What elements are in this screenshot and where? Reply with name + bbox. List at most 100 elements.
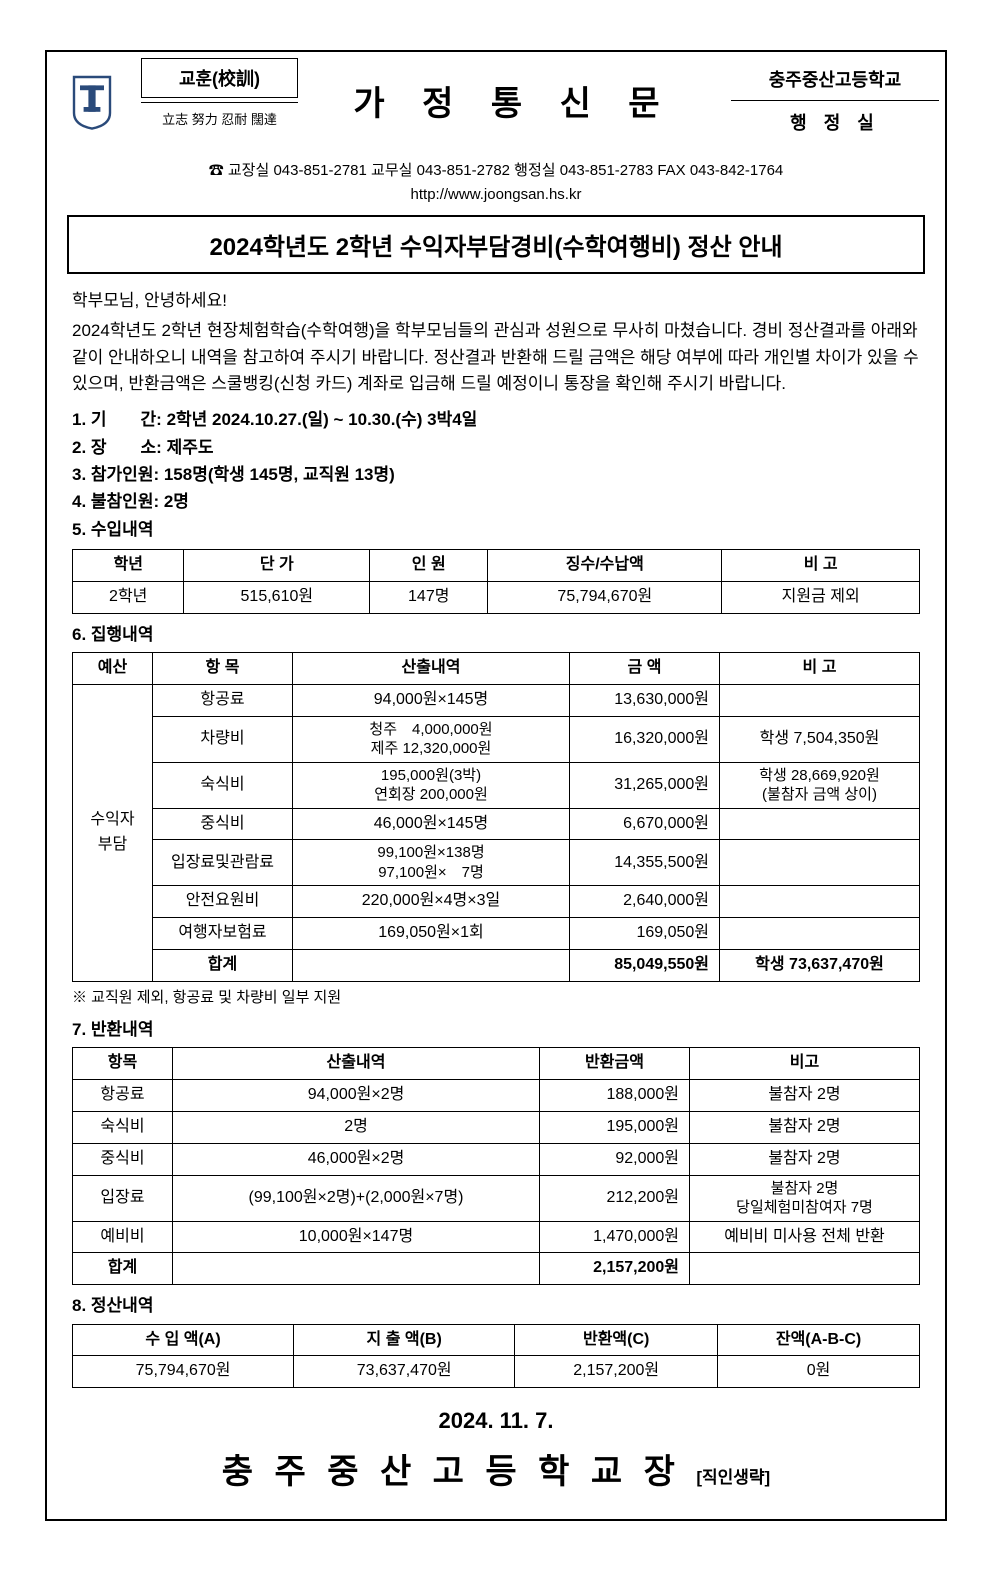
td: 46,000원×2명 <box>173 1143 540 1175</box>
th: 예산 <box>73 653 153 685</box>
td: 2,157,200원 <box>515 1356 718 1388</box>
td: 2명 <box>173 1112 540 1144</box>
school-logo <box>47 52 137 149</box>
body: 학부모님, 안녕하세요! 2024학년도 2학년 현장체험학습(수학여행)을 학… <box>47 288 945 1499</box>
td: 195,000원(3박) 연회장 200,000원 <box>293 762 570 808</box>
td: 항공료 <box>73 1080 173 1112</box>
td: 0원 <box>718 1356 920 1388</box>
td <box>293 950 570 982</box>
td: 92,000원 <box>540 1143 690 1175</box>
td: 2학년 <box>73 581 184 613</box>
td-total-amt: 85,049,550원 <box>570 950 720 982</box>
th: 잔액(A-B-C) <box>718 1324 920 1356</box>
section8-label: 8. 정산내역 <box>72 1293 920 1319</box>
main-title: 2024학년도 2학년 수익자부담경비(수학여행비) 정산 안내 <box>67 215 925 274</box>
td: 입장료및관람료 <box>153 840 293 886</box>
td <box>720 918 920 950</box>
document-border: 교훈(校訓) 立志 努力 忍耐 闊達 가 정 통 신 문 충주중산고등학교 행 … <box>45 50 947 1521</box>
td <box>720 886 920 918</box>
header-row: 교훈(校訓) 立志 努力 忍耐 闊達 가 정 통 신 문 충주중산고등학교 행 … <box>47 52 945 149</box>
item-period: 1. 기 간: 2학년 2024.10.27.(일) ~ 10.30.(수) 3… <box>72 407 920 433</box>
th: 지 출 액(B) <box>294 1324 515 1356</box>
td: 147명 <box>370 581 488 613</box>
th: 항목 <box>73 1048 173 1080</box>
th: 산출내역 <box>173 1048 540 1080</box>
th: 비고 <box>690 1048 920 1080</box>
td: 169,050원 <box>570 918 720 950</box>
settlement-table: 수 입 액(A) 지 출 액(B) 반환액(C) 잔액(A-B-C) 75,79… <box>72 1324 920 1389</box>
item-place: 2. 장 소: 제주도 <box>72 435 920 461</box>
td: 항공료 <box>153 684 293 716</box>
td: 73,637,470원 <box>294 1356 515 1388</box>
td: 학생 28,669,920원 (불참자 금액 상이) <box>720 762 920 808</box>
td: 숙식비 <box>73 1112 173 1144</box>
th-grade: 학년 <box>73 550 184 582</box>
td: 6,670,000원 <box>570 808 720 840</box>
td: 75,794,670원 <box>73 1356 294 1388</box>
td: 지원금 제외 <box>722 581 920 613</box>
td: 195,000원 <box>540 1112 690 1144</box>
greeting: 학부모님, 안녕하세요! <box>72 288 920 314</box>
td: 10,000원×147명 <box>173 1221 540 1253</box>
url-line: http://www.joongsan.hs.kr <box>47 184 945 215</box>
th-note: 비 고 <box>722 550 920 582</box>
td: 청주 4,000,000원 제주 12,320,000원 <box>293 716 570 762</box>
td: 숙식비 <box>153 762 293 808</box>
motto-title: 교훈(校訓) <box>141 58 298 98</box>
intro-paragraph: 2024학년도 2학년 현장체험학습(수학여행)을 학부모님들의 관심과 성원으… <box>72 318 920 397</box>
td: 99,100원×138명 97,100원× 7명 <box>293 840 570 886</box>
th: 반환금액 <box>540 1048 690 1080</box>
td: 중식비 <box>153 808 293 840</box>
section7-label: 7. 반환내역 <box>72 1017 920 1043</box>
doc-type-title: 가 정 통 신 문 <box>302 52 725 149</box>
td: 94,000원×2명 <box>173 1080 540 1112</box>
item-income: 5. 수입내역 <box>72 517 920 543</box>
td: 입장료 <box>73 1175 173 1221</box>
refund-table: 항목 산출내역 반환금액 비고 항공료 94,000원×2명 188,000원 … <box>72 1047 920 1285</box>
th: 금 액 <box>570 653 720 685</box>
income-table: 학년 단 가 인 원 징수/수납액 비 고 2학년 515,610원 147명 … <box>72 549 920 614</box>
td: 220,000원×4명×3일 <box>293 886 570 918</box>
motto-cell: 교훈(校訓) 立志 努力 忍耐 闊達 <box>137 52 302 149</box>
th: 반환액(C) <box>515 1324 718 1356</box>
td: (99,100원×2명)+(2,000원×7명) <box>173 1175 540 1221</box>
signature-main: 충 주 중 산 고 등 학 교 장 <box>222 1453 681 1491</box>
td: 예비비 <box>73 1221 173 1253</box>
th-unit: 단 가 <box>184 550 370 582</box>
signature: 충 주 중 산 고 등 학 교 장 [직인생략] <box>72 1446 920 1499</box>
td: 16,320,000원 <box>570 716 720 762</box>
td-total-amt: 2,157,200원 <box>540 1253 690 1285</box>
td <box>690 1253 920 1285</box>
td: 94,000원×145명 <box>293 684 570 716</box>
school-info-cell: 충주중산고등학교 행 정 실 <box>725 52 945 149</box>
td: 예비비 미사용 전체 반환 <box>690 1221 920 1253</box>
motto-text: 立志 努力 忍耐 闊達 <box>141 102 298 136</box>
td: 13,630,000원 <box>570 684 720 716</box>
td: 여행자보험료 <box>153 918 293 950</box>
contact-line: ☎ 교장실 043-851-2781 교무실 043-851-2782 행정실 … <box>47 149 945 184</box>
td: 불참자 2명 <box>690 1143 920 1175</box>
td: 불참자 2명 <box>690 1112 920 1144</box>
td: 169,050원×1회 <box>293 918 570 950</box>
execution-table: 예산 항 목 산출내역 금 액 비 고 수익자 부담 항공료 94,000원×1… <box>72 652 920 982</box>
signature-seal-omitted: [직인생략] <box>696 1468 770 1487</box>
td: 안전요원비 <box>153 886 293 918</box>
school-name: 충주중산고등학교 <box>731 58 939 101</box>
budget-cell: 수익자 부담 <box>73 684 153 981</box>
th-count: 인 원 <box>370 550 488 582</box>
td <box>720 808 920 840</box>
td: 학생 7,504,350원 <box>720 716 920 762</box>
td-total-note: 학생 73,637,470원 <box>720 950 920 982</box>
office-name: 행 정 실 <box>731 101 939 143</box>
td: 31,265,000원 <box>570 762 720 808</box>
item-participants: 3. 참가인원: 158명(학생 145명, 교직원 13명) <box>72 462 920 488</box>
th: 수 입 액(A) <box>73 1324 294 1356</box>
td <box>720 840 920 886</box>
td: 불참자 2명 <box>690 1080 920 1112</box>
td: 불참자 2명 당일체험미참여자 7명 <box>690 1175 920 1221</box>
td: 46,000원×145명 <box>293 808 570 840</box>
th-collected: 징수/수납액 <box>488 550 722 582</box>
exec-note: ※ 교직원 제외, 항공료 및 차량비 일부 지원 <box>72 986 920 1009</box>
td-total-label: 합계 <box>153 950 293 982</box>
td: 중식비 <box>73 1143 173 1175</box>
